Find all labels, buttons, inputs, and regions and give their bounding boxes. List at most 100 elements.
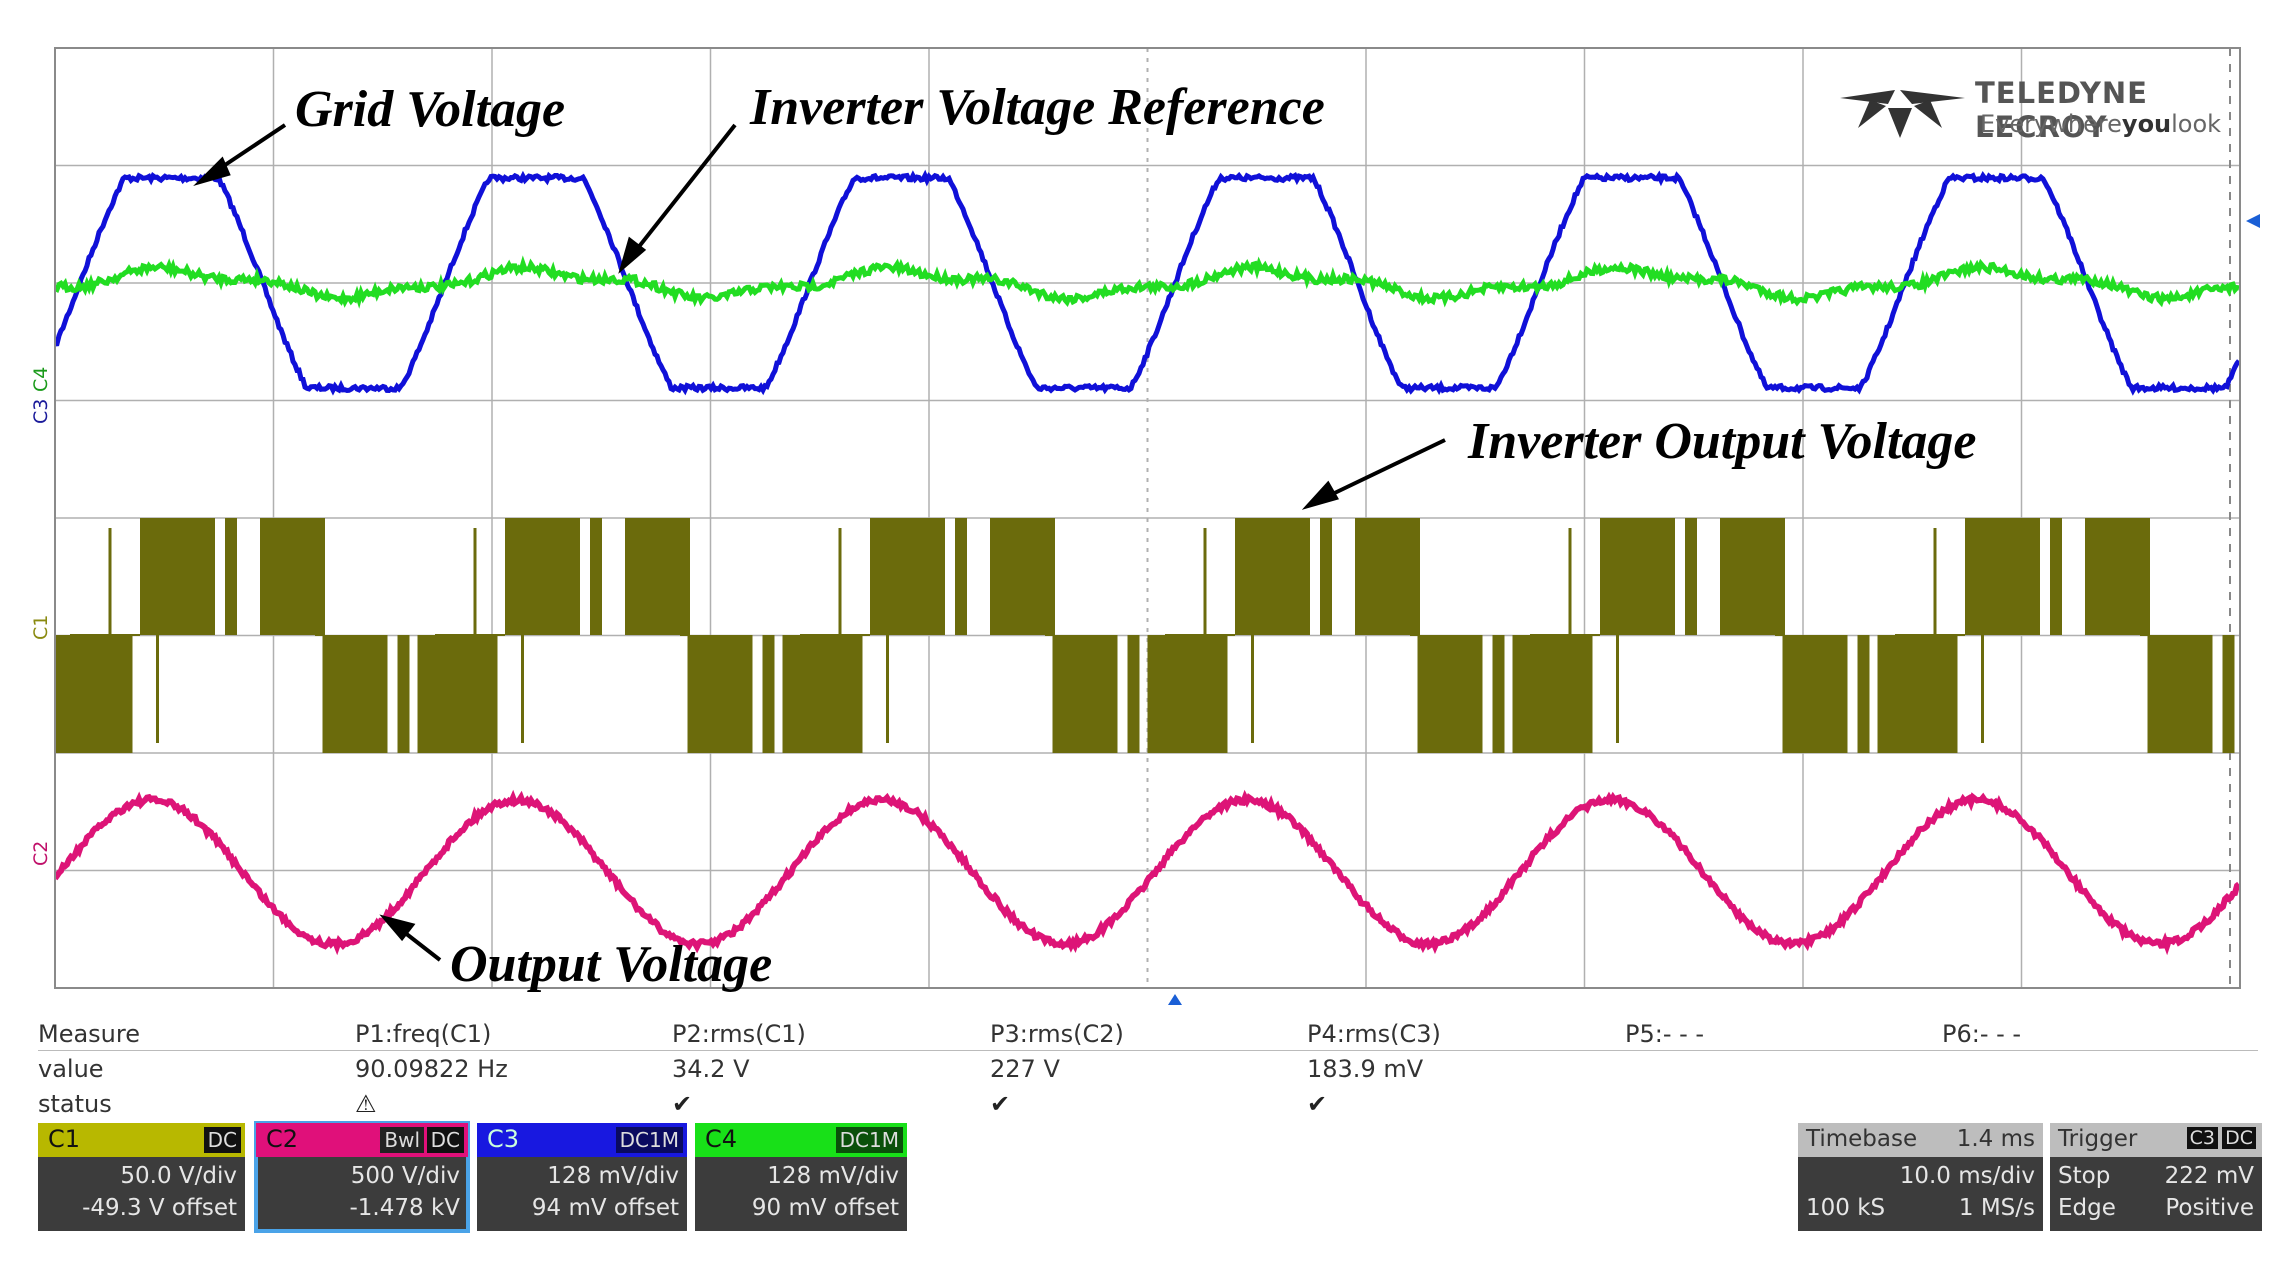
grid-voltage-arrowhead [193, 156, 231, 187]
pwm-block-positive [870, 518, 945, 635]
pwm-sliver-negative [762, 635, 775, 753]
output-voltage-trace [55, 789, 2240, 956]
param-p1-value: 90.09822 Hz [355, 1055, 508, 1083]
param-p2-status: ✔ [672, 1090, 693, 1118]
trigger-level: 222 mV [2164, 1163, 2254, 1189]
pwm-block-negative [1512, 635, 1593, 753]
timebase-header: Timebase 1.4 ms [1798, 1123, 2043, 1157]
brand-name: TELEDYNE LECROY [1975, 76, 2148, 144]
trigger-header: Trigger C3 DC [2050, 1123, 2262, 1157]
channel-c1-box[interactable]: C1 DC 50.0 V/div -49.3 V offset [38, 1123, 245, 1231]
pwm-block-negative [782, 635, 863, 753]
param-p6-name[interactable]: P6:- - - [1942, 1020, 2022, 1048]
pwm-block-negative [1417, 635, 1483, 753]
measure-header: Measure [38, 1020, 140, 1048]
pwm-sliver-positive [1685, 518, 1697, 635]
param-p4-value: 183.9 mV [1307, 1055, 1424, 1083]
teledyne-logo [1840, 90, 1965, 138]
pwm-block-positive [140, 518, 215, 635]
channel-c4-offset: 90 mV offset [751, 1195, 899, 1221]
channel-c2-bandwidth: Bwl [380, 1127, 424, 1153]
pwm-block-negative [322, 635, 388, 753]
pwm-block-negative [687, 635, 753, 753]
trace-label-c1: C1 [30, 614, 52, 640]
channel-c3-vdiv: 128 mV/div [547, 1163, 679, 1189]
pwm-sliver-positive [1320, 518, 1332, 635]
channel-c4-coupling: DC1M [835, 1127, 903, 1153]
trigger-box[interactable]: Trigger C3 DC Stop 222 mV Edge Positive [2050, 1123, 2262, 1231]
param-p4-status: ✔ [1307, 1090, 1328, 1118]
timebase-delay: 1.4 ms [1956, 1126, 2035, 1152]
trigger-source: C3 [2186, 1127, 2218, 1149]
pwm-block-positive [990, 518, 1055, 635]
pwm-block-positive [1235, 518, 1310, 635]
pwm-block-positive [505, 518, 580, 635]
pwm-sliver-negative [1857, 635, 1870, 753]
param-p2-name[interactable]: P2:rms(C1) [672, 1020, 806, 1048]
channel-c4-label: C4 [705, 1125, 738, 1153]
channel-c3-label: C3 [487, 1125, 520, 1153]
output-voltage-label: Output Voltage [450, 936, 773, 993]
param-p3-name[interactable]: P3:rms(C2) [990, 1020, 1124, 1048]
channel-c2-header: C2 Bwl DC [256, 1123, 468, 1157]
channel-c1-label: C1 [48, 1125, 81, 1153]
timebase-rate: 1 MS/s [1958, 1195, 2035, 1221]
trigger-type: Edge [2058, 1195, 2116, 1221]
channel-c2-vdiv: 500 V/div [350, 1163, 460, 1189]
channel-c3-box[interactable]: C3 DC1M 128 mV/div 94 mV offset [477, 1123, 687, 1231]
channel-c3-offset: 94 mV offset [531, 1195, 679, 1221]
pwm-sliver-positive [225, 518, 237, 635]
channel-c2-label: C2 [266, 1125, 299, 1153]
param-p1-status: ⚠ [355, 1090, 377, 1118]
channel-c4-box[interactable]: C4 DC1M 128 mV/div 90 mV offset [695, 1123, 907, 1231]
channel-c1-vdiv: 50.0 V/div [120, 1163, 237, 1189]
pwm-block-negative [0, 635, 23, 753]
reference-arrowhead [618, 236, 647, 274]
channel-c2-offset: -1.478 kV [349, 1195, 460, 1221]
channel-c1-offset: -49.3 V offset [82, 1195, 237, 1221]
channel-c4-vdiv: 128 mV/div [767, 1163, 899, 1189]
channel-c1-header: C1 DC [38, 1123, 245, 1157]
channel-c1-coupling: DC [203, 1127, 241, 1153]
timebase-samples: 100 kS [1806, 1195, 1886, 1221]
param-p5-name[interactable]: P5:- - - [1625, 1020, 1705, 1048]
reference-arrow [628, 123, 737, 260]
timebase-box[interactable]: Timebase 1.4 ms 10.0 ms/div 100 kS 1 MS/… [1798, 1123, 2043, 1231]
pwm-sliver-negative [2222, 635, 2235, 753]
trace-label-c3: C3 [30, 398, 52, 424]
param-p4-name[interactable]: P4:rms(C3) [1307, 1020, 1441, 1048]
trigger-coupling: DC [2222, 1127, 2256, 1149]
pwm-block-positive [1355, 518, 1420, 635]
brand-tagline: Everywhereyoulook [1980, 110, 2221, 138]
timebase-tdiv: 10.0 ms/div [1899, 1163, 2035, 1189]
pwm-sliver-negative [33, 635, 45, 753]
inverter-voltage-reference-label: Inverter Voltage Reference [750, 79, 1325, 136]
grid-voltage-trace [55, 169, 2240, 396]
trace-label-c2: C2 [30, 840, 52, 866]
measure-divider [38, 1050, 2258, 1051]
timebase-label: Timebase [1806, 1126, 1918, 1152]
pwm-sliver-negative [1127, 635, 1140, 753]
channel-c2-box[interactable]: C2 Bwl DC 500 V/div -1.478 kV [254, 1121, 470, 1233]
channel-c2-coupling: DC [426, 1127, 464, 1153]
pwm-block-negative [55, 635, 133, 753]
inverter-output-arrow [1319, 438, 1446, 502]
pwm-block-positive [1965, 518, 2040, 635]
pwm-sliver-positive [955, 518, 967, 635]
trigger-slope: Positive [2165, 1195, 2254, 1221]
pwm-block-positive [1720, 518, 1785, 635]
param-p2-value: 34.2 V [672, 1055, 750, 1083]
channel-c3-coupling: DC1M [615, 1127, 683, 1153]
param-p1-name[interactable]: P1:freq(C1) [355, 1020, 492, 1048]
pwm-block-negative [417, 635, 498, 753]
pwm-sliver-negative [397, 635, 410, 753]
tagline-pre: Everywhere [1980, 110, 2122, 138]
trace-label-c4: C4 [30, 366, 52, 392]
inverter-output-arrowhead [1301, 480, 1340, 510]
inverter-output-voltage-trace [0, 518, 2235, 753]
pwm-block-positive [2085, 518, 2150, 635]
param-p3-status: ✔ [990, 1090, 1011, 1118]
measure-status-label: status [38, 1090, 112, 1118]
grid-voltage-label: Grid Voltage [295, 81, 566, 138]
